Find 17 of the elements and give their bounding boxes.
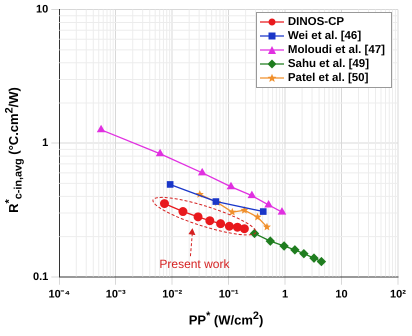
legend-label: DINOS-CP — [288, 15, 344, 29]
annotation: Present work — [159, 257, 230, 272]
legend-label: Wei et al. [46] — [288, 29, 362, 43]
legend-label: Patel et al. [50] — [288, 71, 368, 85]
x-tick-label: 10⁻² — [162, 288, 182, 300]
x-tick-label: 10 — [335, 288, 348, 300]
x-tick-label: 10⁻⁴ — [48, 288, 70, 300]
x-tick-label: 10⁻¹ — [218, 288, 239, 300]
y-tick-label: 10 — [36, 4, 48, 16]
x-tick-label: 10⁻³ — [106, 288, 126, 300]
y-tick-label: 1 — [42, 137, 48, 150]
legend-label: Moloudi et al. [47] — [288, 43, 385, 57]
x-tick-label: 10² — [390, 288, 406, 300]
x-tick-label: 1 — [282, 288, 288, 300]
y-tick-label: 0.1 — [32, 270, 48, 283]
x-axis-title: PP$^{*}$ (W/cm$^{2}$) — [188, 310, 264, 328]
legend-label: Sahu et al. [49] — [288, 57, 370, 71]
